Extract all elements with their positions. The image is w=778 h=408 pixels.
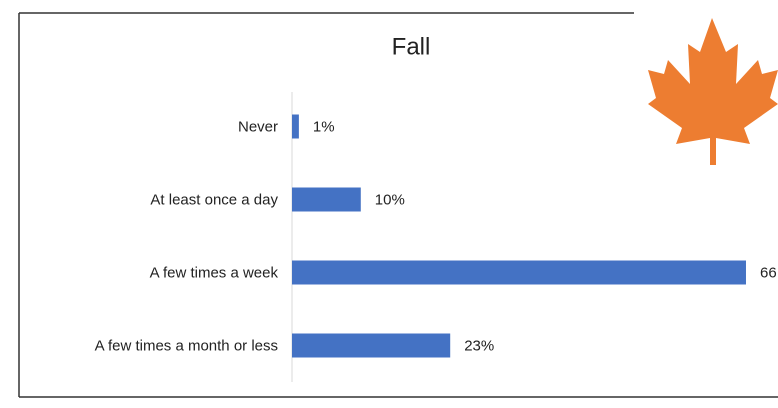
category-label: A few times a month or less (95, 337, 278, 354)
chart-title: Fall (392, 33, 431, 60)
category-label: Never (238, 118, 278, 135)
bar (292, 333, 451, 358)
value-label: 10% (375, 191, 405, 208)
category-label: A few times a week (150, 264, 279, 281)
bar (292, 187, 361, 212)
bar (292, 114, 299, 139)
value-label: 23% (464, 337, 494, 354)
maple-leaf (648, 18, 778, 165)
category-label: At least once a day (150, 191, 278, 208)
bar (292, 260, 746, 285)
value-label: 1% (313, 118, 335, 135)
value-label: 66 (760, 264, 777, 281)
